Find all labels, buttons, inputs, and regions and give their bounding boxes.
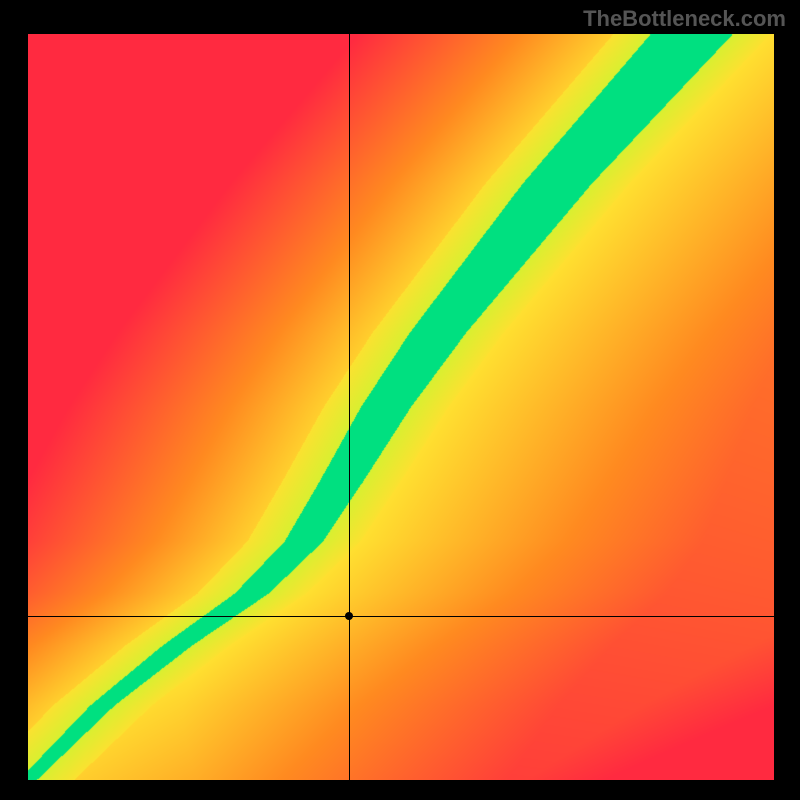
crosshair-horizontal: [28, 616, 774, 617]
crosshair-marker: [345, 612, 353, 620]
crosshair-vertical: [349, 34, 350, 780]
heatmap-canvas: [28, 34, 774, 780]
watermark-text: TheBottleneck.com: [583, 6, 786, 32]
chart-container: TheBottleneck.com: [0, 0, 800, 800]
